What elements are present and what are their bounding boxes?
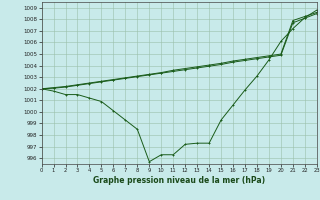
X-axis label: Graphe pression niveau de la mer (hPa): Graphe pression niveau de la mer (hPa): [93, 176, 265, 185]
